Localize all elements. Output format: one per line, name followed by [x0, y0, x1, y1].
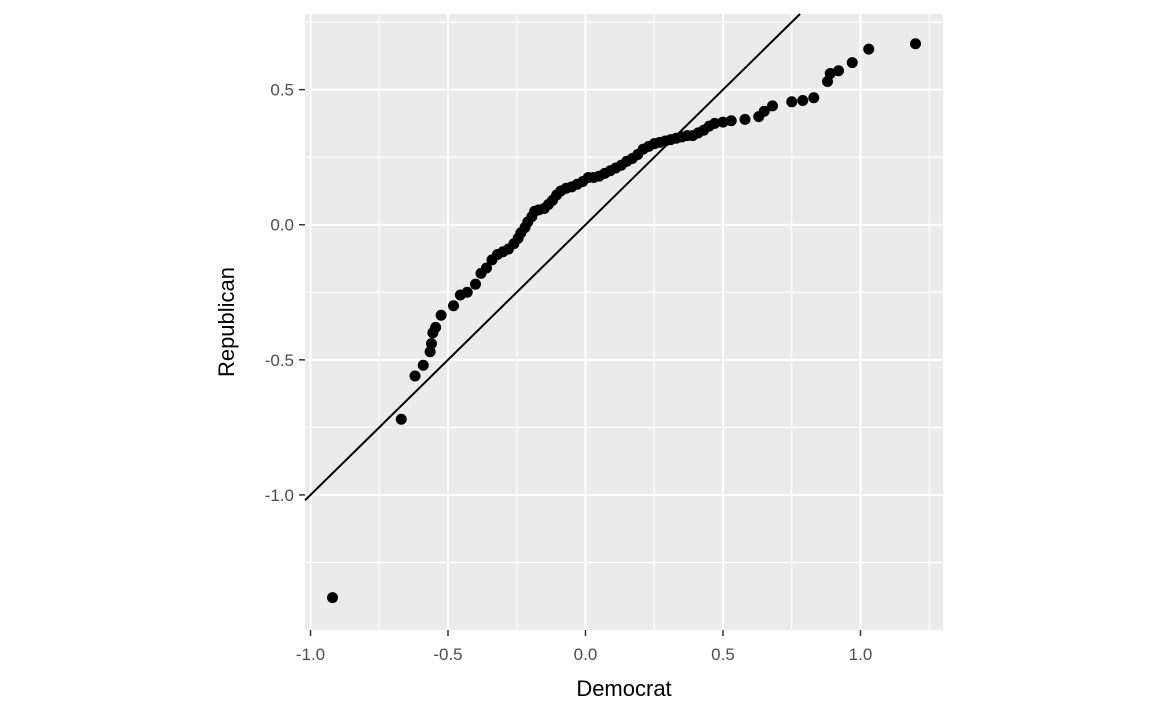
x-tick-label: 0.5: [711, 645, 735, 664]
y-axis-ticks: -1.0 -0.5 0.0 0.5: [265, 81, 305, 505]
data-point: [767, 100, 778, 112]
y-tick-label: -0.5: [265, 351, 294, 370]
x-tick-label: 0.0: [574, 645, 598, 664]
data-points: [327, 38, 921, 604]
data-point: [470, 278, 481, 290]
data-point: [709, 117, 721, 129]
data-point: [846, 57, 858, 69]
data-point: [797, 94, 809, 106]
data-point: [725, 115, 737, 127]
data-point: [808, 92, 820, 104]
reference-line: [304, 13, 801, 502]
data-point: [448, 300, 459, 312]
data-point: [395, 413, 407, 425]
x-tick-label: -1.0: [296, 645, 325, 664]
data-point: [426, 338, 437, 350]
data-point: [758, 105, 770, 117]
x-axis-ticks: -1.0 -0.5 0.0 0.5 1.0: [296, 630, 872, 664]
plot-panel: [305, 14, 943, 630]
data-point: [409, 370, 421, 382]
data-point: [863, 43, 875, 55]
data-point: [424, 346, 436, 358]
y-tick-label: -1.0: [265, 486, 294, 505]
x-tick-label: -0.5: [433, 645, 462, 664]
data-point: [327, 592, 338, 604]
y-axis-title: Republican: [214, 267, 239, 377]
data-point: [481, 262, 492, 274]
y-tick-label: 0.5: [270, 81, 294, 100]
data-point: [717, 116, 729, 128]
major-gridlines: [305, 14, 943, 630]
x-tick-label: 1.0: [849, 645, 873, 664]
data-point: [786, 96, 798, 108]
data-point: [824, 67, 836, 79]
data-point: [910, 38, 921, 50]
y-tick-label: 0.0: [270, 216, 294, 235]
data-point: [833, 65, 844, 77]
data-point: [430, 321, 442, 333]
data-point: [461, 286, 473, 298]
data-point: [417, 359, 429, 371]
data-point: [739, 113, 751, 125]
x-axis-title: Democrat: [576, 676, 671, 701]
data-point: [435, 309, 447, 321]
